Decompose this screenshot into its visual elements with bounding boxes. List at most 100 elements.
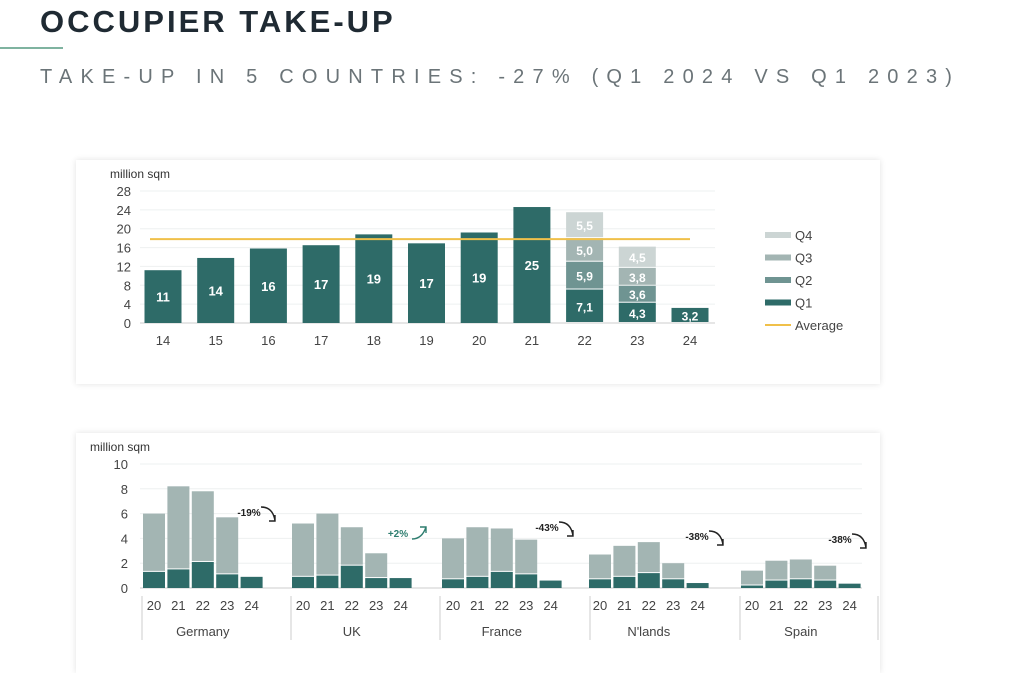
bar-q1 bbox=[490, 571, 513, 588]
x-tick-label: 21 bbox=[617, 598, 631, 613]
bar-label: 25 bbox=[525, 258, 539, 273]
y-tick-label: 4 bbox=[121, 531, 128, 546]
y-axis-label: million sqm bbox=[110, 167, 170, 181]
x-tick-label: 22 bbox=[495, 598, 509, 613]
bar-rest-of-year bbox=[637, 542, 660, 573]
x-tick-label: 21 bbox=[525, 333, 539, 348]
bar-q1 bbox=[741, 585, 763, 588]
legend-label: Q4 bbox=[795, 228, 812, 243]
legend-swatch bbox=[765, 324, 791, 326]
x-tick-label: 20 bbox=[147, 598, 161, 613]
bar-rest-of-year bbox=[589, 554, 611, 579]
bar-rest-of-year bbox=[143, 513, 165, 571]
x-tick-label: 18 bbox=[367, 333, 381, 348]
bar-rest-of-year bbox=[662, 563, 685, 579]
x-tick-label: 20 bbox=[446, 598, 460, 613]
bar-q1 bbox=[789, 579, 812, 588]
change-label: -19% bbox=[237, 508, 260, 519]
y-tick-label: 4 bbox=[124, 297, 131, 312]
x-tick-label: 23 bbox=[519, 598, 533, 613]
legend-label: Q1 bbox=[795, 296, 812, 311]
bar-rest-of-year bbox=[765, 560, 788, 580]
bar-rest-of-year bbox=[167, 486, 190, 569]
bar-segment-q2 bbox=[566, 261, 604, 289]
y-tick-label: 8 bbox=[124, 278, 131, 293]
group-label: UK bbox=[343, 624, 361, 639]
legend-swatch bbox=[765, 299, 791, 306]
bar-rest-of-year bbox=[814, 565, 837, 580]
bar-rest-of-year bbox=[340, 527, 363, 565]
bar-rest-of-year bbox=[490, 528, 513, 571]
x-tick-label: 24 bbox=[690, 598, 704, 613]
bar-segment-q3 bbox=[566, 238, 604, 261]
legend-swatch bbox=[765, 277, 791, 283]
segment-label: 3,6 bbox=[629, 288, 646, 302]
x-tick-label: 17 bbox=[314, 333, 328, 348]
x-tick-label: 21 bbox=[470, 598, 484, 613]
bar-rest-of-year bbox=[466, 527, 489, 576]
bar-q1 bbox=[539, 580, 562, 588]
bar bbox=[408, 243, 445, 323]
bar-rest-of-year bbox=[292, 523, 314, 576]
trend-up-arrow-icon bbox=[411, 526, 427, 540]
bar-q1 bbox=[515, 574, 538, 588]
bar-rest-of-year bbox=[365, 553, 388, 578]
segment-label: 5,0 bbox=[576, 244, 593, 258]
segment-label: 5,9 bbox=[576, 270, 593, 284]
x-tick-label: 23 bbox=[818, 598, 832, 613]
bar-label: 16 bbox=[261, 279, 275, 294]
bar-rest-of-year bbox=[442, 538, 464, 579]
y-axis-label: million sqm bbox=[90, 440, 150, 454]
bar-rest-of-year bbox=[515, 539, 538, 574]
change-label: -43% bbox=[535, 523, 558, 534]
x-tick-label: 24 bbox=[393, 598, 407, 613]
bar-q1 bbox=[765, 580, 788, 588]
x-tick-label: 22 bbox=[794, 598, 808, 613]
change-label: -38% bbox=[685, 532, 708, 543]
title-underline bbox=[0, 47, 63, 49]
page-subtitle: TAKE-UP IN 5 COUNTRIES: -27% (Q1 2024 VS… bbox=[40, 66, 961, 88]
legend-label: Average bbox=[795, 318, 843, 333]
x-tick-label: 22 bbox=[642, 598, 656, 613]
x-tick-label: 20 bbox=[472, 333, 486, 348]
bar-rest-of-year bbox=[613, 545, 636, 576]
bar-q1 bbox=[191, 561, 214, 588]
bar-q1 bbox=[442, 579, 464, 588]
bar-segment-q1 bbox=[671, 307, 709, 322]
bar bbox=[249, 248, 287, 323]
x-tick-label: 24 bbox=[842, 598, 856, 613]
group-label: N'lands bbox=[627, 624, 670, 639]
x-tick-label: 23 bbox=[666, 598, 680, 613]
bar-q1 bbox=[292, 576, 314, 588]
bar-q1 bbox=[613, 576, 636, 588]
segment-label: 3,8 bbox=[629, 271, 646, 285]
bar-label: 17 bbox=[314, 277, 328, 292]
x-tick-label: 21 bbox=[171, 598, 185, 613]
x-tick-label: 22 bbox=[196, 598, 210, 613]
bar bbox=[144, 270, 182, 323]
legend-swatch bbox=[765, 232, 791, 238]
segment-label: 3,2 bbox=[682, 309, 699, 323]
bar-rest-of-year bbox=[789, 559, 812, 579]
bar-rest-of-year bbox=[216, 517, 239, 574]
trend-down-arrow-icon bbox=[260, 506, 276, 522]
bar-label: 11 bbox=[156, 290, 170, 305]
y-tick-label: 8 bbox=[121, 482, 128, 497]
y-tick-label: 6 bbox=[121, 507, 128, 522]
bar-label: 14 bbox=[208, 283, 223, 298]
bar bbox=[355, 234, 393, 323]
change-label: +2% bbox=[388, 529, 408, 540]
x-tick-label: 20 bbox=[296, 598, 310, 613]
y-tick-label: 12 bbox=[117, 259, 131, 274]
x-tick-label: 22 bbox=[345, 598, 359, 613]
bar bbox=[302, 245, 340, 323]
trend-down-arrow-icon bbox=[708, 530, 724, 546]
x-tick-label: 19 bbox=[419, 333, 433, 348]
trend-down-arrow-icon bbox=[558, 521, 574, 537]
group-label: Spain bbox=[784, 624, 817, 639]
bar-q1 bbox=[240, 576, 263, 588]
legend-label: Q2 bbox=[795, 273, 812, 288]
x-tick-label: 21 bbox=[320, 598, 334, 613]
bar-label: 19 bbox=[367, 272, 381, 287]
bar-segment-q1 bbox=[618, 302, 656, 322]
